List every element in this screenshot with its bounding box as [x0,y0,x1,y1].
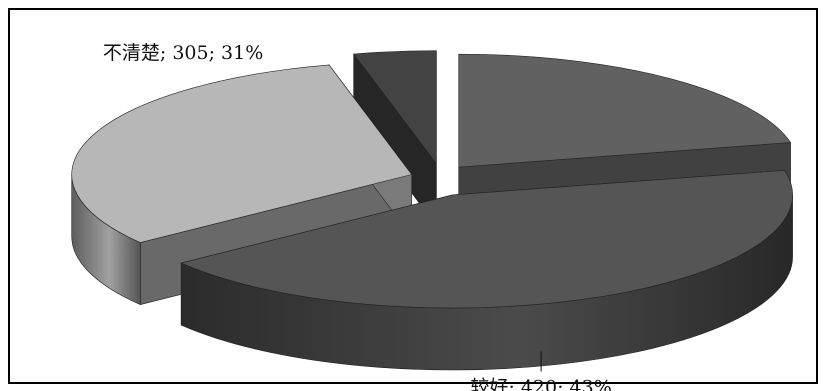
data-label-slice-3: 不清楚; 305; 31% [103,42,263,64]
pie-slice-3-top [71,64,413,243]
pie-slice-1-top [458,53,792,168]
data-label-slice-2: 较好; 420; 43% [470,377,611,391]
pie-slice-4-top [353,50,437,165]
pie-slice-2-top [180,170,793,309]
pie-slice-2 [180,170,793,371]
